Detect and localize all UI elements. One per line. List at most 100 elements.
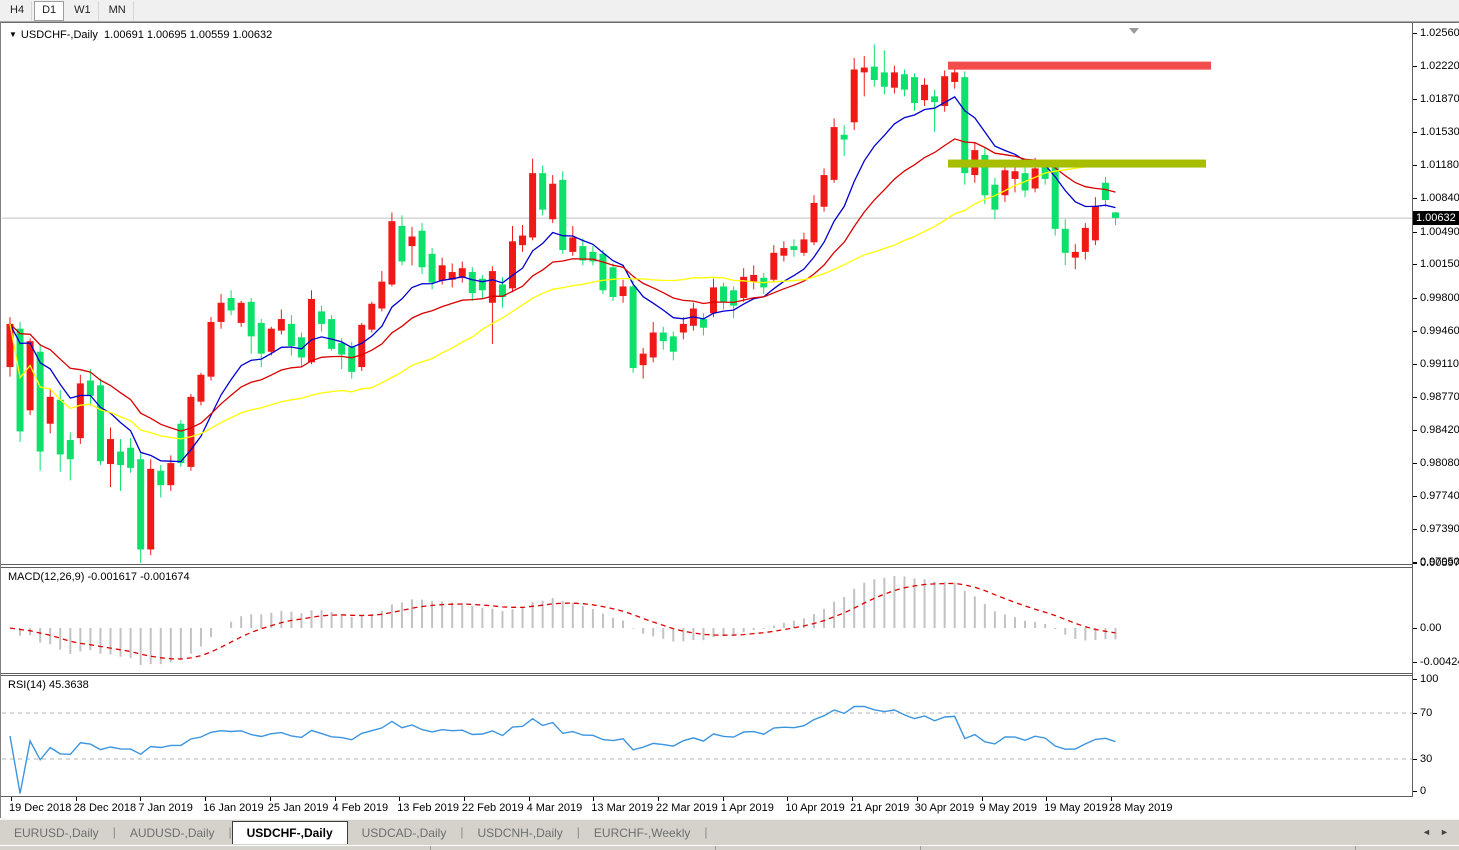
rsi-axis-label-tick <box>1413 679 1417 680</box>
price-axis-label-tick <box>1413 396 1417 398</box>
date-label: 25 Jan 2019 <box>267 802 329 814</box>
tab-usdcad-daily[interactable]: USDCAD-,Daily <box>361 826 447 840</box>
date-tick <box>140 797 142 801</box>
candlestick-plot[interactable] <box>2 25 1412 563</box>
tab-eurchf-weekly[interactable]: EURCHF-,Weekly <box>593 826 691 840</box>
date-tick <box>399 797 401 801</box>
price-axis-label: 0.99460 <box>1420 324 1459 337</box>
status-strip <box>0 845 1459 850</box>
price-axis-label: 1.00150 <box>1420 258 1459 271</box>
rsi-axis-label: 30 <box>1420 753 1433 765</box>
timeframe-button-d1[interactable]: D1 <box>34 1 65 21</box>
panel-separator[interactable] <box>1 564 1459 565</box>
price-axis-label: 1.00490 <box>1420 225 1459 238</box>
symbol-dropdown-icon[interactable]: ▼ <box>9 30 17 39</box>
date-tick <box>787 797 789 801</box>
status-divider <box>430 846 431 850</box>
timeframe-button-mn[interactable]: MN <box>101 1 134 21</box>
date-label: 28 Dec 2018 <box>73 802 137 814</box>
main-price-chart[interactable]: ▼ USDCHF-,Daily 1.00691 1.00695 1.00559 1… <box>2 25 1412 563</box>
price-axis-label-tick <box>1413 231 1417 233</box>
status-divider <box>1355 846 1356 850</box>
price-axis-label-tick <box>1413 561 1417 563</box>
rsi-axis-label-tick <box>1413 713 1417 714</box>
macd-indicator-panel[interactable]: MACD(12,26,9) -0.001617 -0.001674 <box>2 568 1412 673</box>
date-label: 21 Apr 2019 <box>850 802 910 814</box>
price-axis-label-tick <box>1413 131 1417 133</box>
price-axis[interactable]: 1.02560 1.02220 1.01870 1.01530 1.01180 1.008… <box>1413 23 1459 797</box>
tab-usdchf-daily[interactable]: USDCHF-,Daily <box>231 821 348 844</box>
panel-separator[interactable] <box>1 673 1459 674</box>
tab-separator: | <box>704 825 708 839</box>
date-tick <box>1046 797 1048 801</box>
date-label: 30 Apr 2019 <box>914 802 975 814</box>
price-axis-label-tick <box>1413 529 1417 531</box>
date-axis[interactable]: 19 Dec 2018 28 Dec 2018 7 Jan 2019 16 Jan 2… <box>1 797 1459 819</box>
macd-axis-label: -0.00424 <box>1420 656 1459 668</box>
timeframe-button-w1[interactable]: W1 <box>66 1 99 21</box>
price-axis-label-tick <box>1413 99 1417 101</box>
macd-axis-label: 0.00597 <box>1420 556 1459 569</box>
tab-eurusd-daily[interactable]: EURUSD-,Daily <box>14 826 99 840</box>
date-tick <box>463 797 465 801</box>
price-axis-label: 0.98770 <box>1420 390 1459 403</box>
date-label: 1 Apr 2019 <box>720 802 774 814</box>
date-tick <box>205 797 207 801</box>
price-axis-label-tick <box>1413 165 1417 167</box>
chart-shift-marker-icon[interactable] <box>1129 28 1139 34</box>
date-tick <box>334 797 336 801</box>
date-label: 28 May 2019 <box>1108 802 1173 814</box>
status-divider <box>715 846 716 850</box>
tab-scroll-right-icon[interactable]: ► <box>1440 827 1449 837</box>
macd-axis-label-tick <box>1413 562 1417 564</box>
tab-separator: | <box>228 825 232 839</box>
price-axis-label: 1.01530 <box>1420 125 1459 138</box>
rsi-axis-label-tick <box>1413 791 1417 792</box>
macd-axis-label-tick <box>1413 662 1417 663</box>
tab-audusd-daily[interactable]: AUDUSD-,Daily <box>129 826 215 840</box>
price-axis-label-tick <box>1413 495 1417 497</box>
panel-separator[interactable] <box>1 567 1459 568</box>
date-label: 4 Feb 2019 <box>332 802 389 814</box>
date-tick <box>75 797 77 801</box>
date-label: 19 May 2019 <box>1044 802 1108 814</box>
price-axis-label: 1.02560 <box>1420 27 1459 39</box>
panel-separator <box>1 796 1459 797</box>
price-axis-label: 0.98420 <box>1420 424 1459 437</box>
macd-plot[interactable] <box>2 568 1412 673</box>
date-tick <box>916 797 918 801</box>
panel-separator[interactable] <box>1 675 1459 676</box>
tab-separator: | <box>112 825 116 839</box>
tab-usdcnh-daily[interactable]: USDCNH-,Daily <box>477 826 563 840</box>
date-tick <box>11 797 12 801</box>
price-axis-label: 0.97740 <box>1420 489 1459 502</box>
date-tick <box>269 797 271 801</box>
date-tick <box>593 797 595 801</box>
price-axis-label: 0.99800 <box>1420 291 1459 304</box>
price-axis-label: 1.02220 <box>1420 59 1459 72</box>
tab-separator: | <box>460 825 464 839</box>
rsi-axis-label-tick <box>1413 759 1417 760</box>
tab-scroll-left-icon[interactable]: ◄ <box>1422 827 1431 837</box>
date-label: 10 Apr 2019 <box>785 802 845 814</box>
rsi-axis-label: 70 <box>1420 707 1433 719</box>
chart-symbol-label: USDCHF-,Daily <box>20 29 98 41</box>
tab-separator: | <box>576 825 580 839</box>
date-tick <box>1110 797 1112 801</box>
date-label: 13 Feb 2019 <box>397 802 459 814</box>
date-label: 9 May 2019 <box>979 802 1037 814</box>
rsi-indicator-panel[interactable]: RSI(14) 45.3638 <box>2 676 1412 796</box>
price-axis-label-tick <box>1413 33 1417 34</box>
rsi-axis-label: 100 <box>1420 673 1439 685</box>
date-tick <box>981 797 983 801</box>
price-axis-label-tick <box>1413 198 1417 200</box>
chart-title: ▼ USDCHF-,Daily 1.00691 1.00695 1.00559 1… <box>9 29 272 41</box>
price-axis-label-tick <box>1413 430 1417 432</box>
price-axis-label-tick <box>1413 463 1417 465</box>
timeframe-button-h4[interactable]: H4 <box>2 1 33 21</box>
date-label: 7 Jan 2019 <box>138 802 193 814</box>
date-label: 22 Feb 2019 <box>461 802 524 814</box>
rsi-label: RSI(14) 45.3638 <box>8 679 89 691</box>
price-axis-label: 0.98080 <box>1420 457 1459 470</box>
rsi-plot[interactable] <box>2 676 1412 796</box>
